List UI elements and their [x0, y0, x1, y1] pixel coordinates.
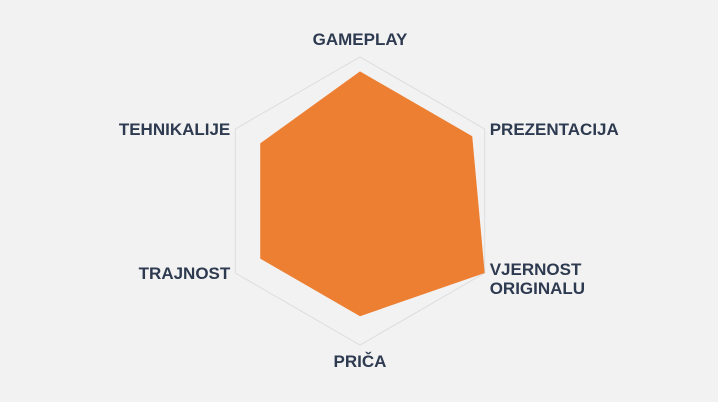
axis-label: VJERNOST ORIGINALU	[490, 260, 585, 298]
axis-label-line: VJERNOST	[490, 260, 582, 279]
axis-label-line: TRAJNOST	[139, 264, 231, 283]
axis-label-line: PREZENTACIJA	[490, 120, 619, 139]
axis-label-line: TEHNIKALIJE	[119, 120, 230, 139]
axis-label: TRAJNOST	[139, 264, 231, 283]
axis-label: GAMEPLAY	[313, 30, 408, 49]
axis-label-line: ORIGINALU	[490, 279, 585, 298]
axis-label: PRIČA	[334, 352, 387, 371]
data-area	[260, 71, 485, 317]
axis-label-line: PRIČA	[334, 352, 387, 371]
axis-label-line: GAMEPLAY	[313, 30, 408, 49]
grid-hexagon	[234, 56, 486, 346]
axis-label: PREZENTACIJA	[490, 120, 619, 139]
axis-label: TEHNIKALIJE	[119, 120, 230, 139]
